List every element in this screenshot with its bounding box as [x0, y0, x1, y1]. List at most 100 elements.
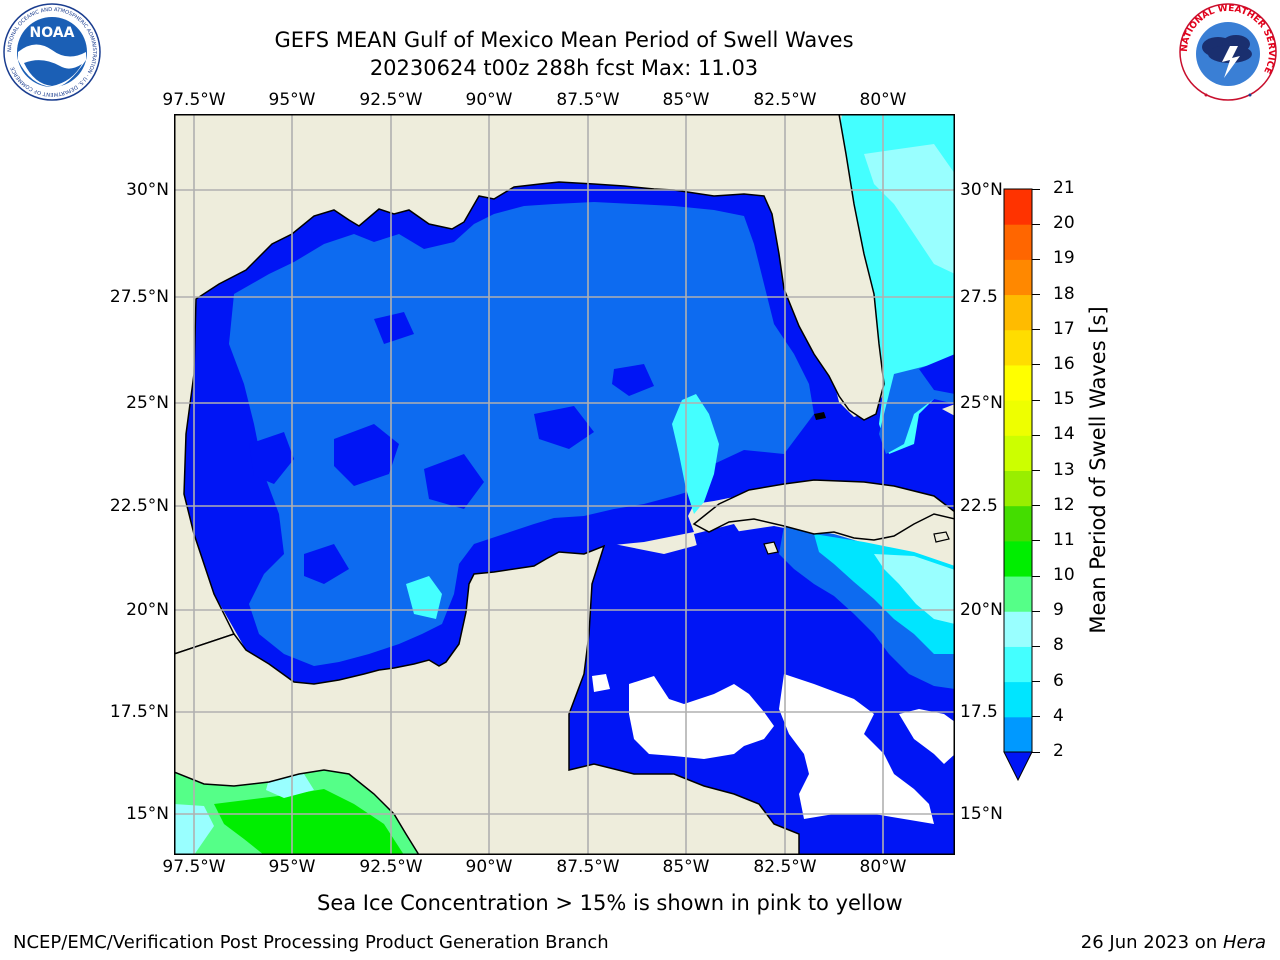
lon-label-top: 82.5°W: [753, 90, 817, 110]
colorbar-tick-label: 20: [1053, 213, 1075, 234]
colorbar-band: [1004, 364, 1032, 401]
lat-label-right: 20°N: [960, 600, 1003, 620]
lat-label-left: 25°N: [126, 393, 169, 413]
colorbar-tick: [1032, 434, 1040, 436]
lon-label-top: 87.5°W: [556, 90, 620, 110]
lon-label-top: 90°W: [465, 90, 513, 110]
footer-date: 26 Jun 2023 on Hera: [1081, 932, 1266, 953]
colorbar-band: [1004, 294, 1032, 331]
sea-ice-note: Sea Ice Concentration > 15% is shown in …: [317, 891, 903, 915]
nws-logo: NATIONAL WEATHER SERVICE: [1179, 3, 1277, 101]
colorbar-tick: [1032, 329, 1040, 331]
swell-mid-zone: [229, 202, 814, 666]
footer-date-text: 26 Jun 2023 on: [1080, 932, 1223, 953]
colorbar-tick: [1032, 716, 1040, 718]
colorbar-tick-label: 16: [1053, 353, 1075, 374]
colorbar-tick-label: 14: [1053, 424, 1075, 445]
colorbar-tick: [1032, 610, 1040, 612]
lon-label-bottom: 82.5°W: [753, 857, 817, 877]
mexico-land: [174, 544, 800, 855]
colorbar-tick: [1032, 645, 1040, 647]
lat-label-left: 17.5°N: [109, 702, 169, 722]
colorbar-band: [1004, 189, 1032, 225]
graticule: [174, 114, 955, 855]
colorbar-band: [1004, 505, 1032, 542]
colorbar-tick: [1032, 364, 1040, 366]
colorbar-tick-label: 19: [1053, 248, 1075, 269]
lat-label-left: 20°N: [126, 600, 169, 620]
lon-label-bottom: 85°W: [662, 857, 710, 877]
lon-label-bottom: 80°W: [859, 857, 907, 877]
colorbar-tick: [1032, 540, 1040, 542]
cuba-land: [692, 479, 955, 541]
lon-label-top: 97.5°W: [162, 90, 226, 110]
lat-label-right: 15°N: [960, 804, 1003, 824]
lat-label-right: 17.5: [960, 702, 998, 722]
lon-label-bottom: 95°W: [268, 857, 316, 877]
colorbar-tick: [1032, 188, 1040, 190]
colorbar: [1003, 188, 1033, 782]
colorbar-band: [1004, 329, 1032, 366]
lon-label-top: 95°W: [268, 90, 316, 110]
colorbar-tick: [1032, 399, 1040, 401]
colorbar-tick-label: 13: [1053, 459, 1075, 480]
colorbar-band: [1004, 716, 1032, 753]
colorbar-tick: [1032, 751, 1040, 753]
colorbar-band: [1004, 435, 1032, 471]
lat-label-left: 27.5°N: [109, 287, 169, 307]
colorbar-band: [1004, 259, 1032, 296]
colorbar-tick: [1032, 258, 1040, 260]
noaa-logo-text: NOAA: [30, 25, 75, 41]
lon-label-bottom: 92.5°W: [359, 857, 423, 877]
colorbar-tick-label: 11: [1053, 529, 1075, 550]
lat-label-left: 15°N: [126, 804, 169, 824]
noaa-logo: NATIONAL OCEANIC AND ATMOSPHERIC ADMINIS…: [3, 3, 101, 101]
colorbar-band: [1004, 681, 1032, 718]
us-land: [174, 114, 885, 655]
lat-label-right: 30°N: [960, 180, 1003, 200]
colorbar-tick-label: 15: [1053, 389, 1075, 410]
gulf-map: [174, 114, 955, 855]
colorbar-tick-label: 18: [1053, 283, 1075, 304]
colorbar-tick-label: 6: [1053, 670, 1064, 691]
colorbar-tick: [1032, 575, 1040, 577]
colorbar-tick-label: 9: [1053, 600, 1064, 621]
colorbar-band: [1004, 540, 1032, 577]
lat-label-right: 27.5: [960, 287, 998, 307]
lon-label-bottom: 90°W: [465, 857, 513, 877]
colorbar-tick: [1032, 294, 1040, 296]
lat-label-right: 25°N: [960, 393, 1003, 413]
footer-credit: NCEP/EMC/Verification Post Processing Pr…: [13, 932, 609, 953]
colorbar-tick: [1032, 470, 1040, 471]
lon-label-bottom: 87.5°W: [556, 857, 620, 877]
lon-label-top: 80°W: [859, 90, 907, 110]
colorbar-tick-label: 21: [1053, 178, 1075, 198]
colorbar-band: [1004, 576, 1032, 612]
swell-light-streak: [672, 394, 719, 514]
footer-machine: Hera: [1222, 932, 1266, 953]
lat-label-left: 22.5°N: [109, 496, 169, 516]
lat-label-left: 30°N: [126, 180, 169, 200]
colorbar-tick: [1032, 223, 1040, 225]
lon-label-bottom: 97.5°W: [162, 857, 226, 877]
colorbar-tick-label: 17: [1053, 318, 1075, 339]
colorbar-band: [1004, 611, 1032, 647]
colorbar-extend-triangle: [1003, 751, 1033, 782]
colorbar-tick-label: 10: [1053, 565, 1075, 586]
colorbar-tick: [1032, 681, 1040, 683]
colorbar-tick-label: 2: [1053, 741, 1064, 761]
colorbar-tick-label: 4: [1053, 705, 1064, 726]
lon-label-top: 92.5°W: [359, 90, 423, 110]
colorbar-tick: [1032, 505, 1040, 507]
lon-label-top: 85°W: [662, 90, 710, 110]
colorbar-band: [1004, 224, 1032, 260]
colorbar-band: [1004, 470, 1032, 507]
colorbar-tick-label: 8: [1053, 635, 1064, 656]
colorbar-tick-label: 12: [1053, 494, 1075, 515]
colorbar-label: Mean Period of Swell Waves [s]: [1086, 306, 1110, 634]
colorbar-band: [1004, 646, 1032, 683]
colorbar-band: [1004, 400, 1032, 436]
plot-subtitle: 20230624 t00z 288h fcst Max: 11.03: [369, 56, 759, 80]
plot-title: GEFS MEAN Gulf of Mexico Mean Period of …: [274, 28, 854, 52]
lat-label-right: 22.5: [960, 496, 998, 516]
